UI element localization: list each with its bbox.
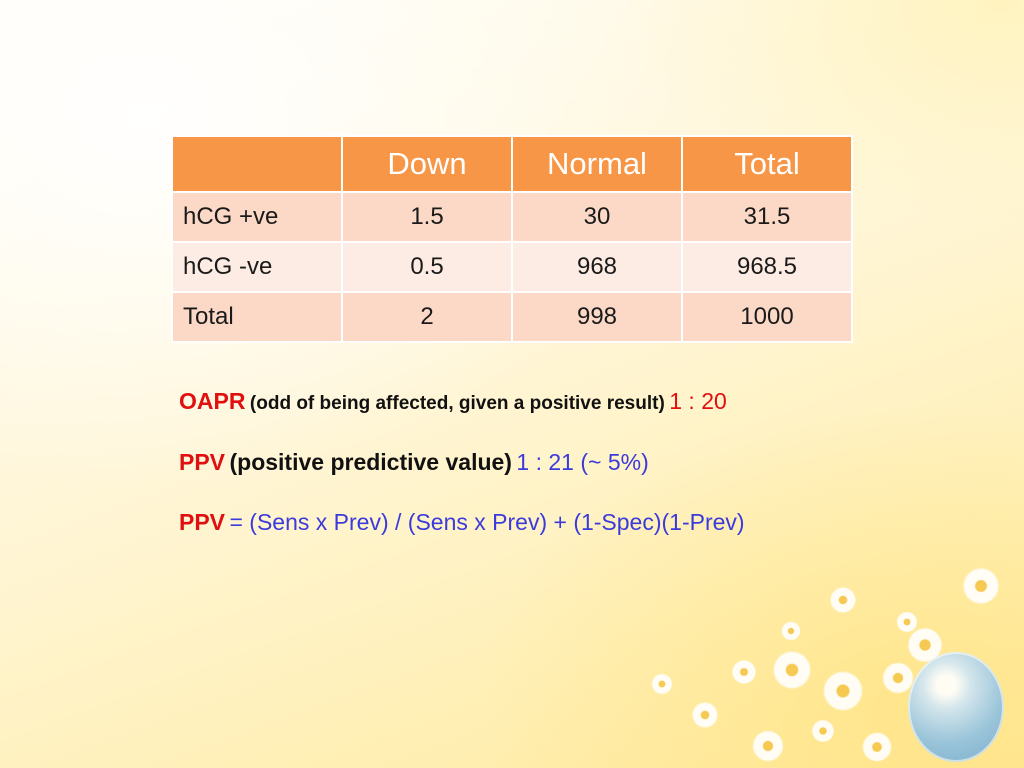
table-row: hCG -ve 0.5 968 968.5	[171, 241, 853, 293]
cell-down: 0.5	[341, 241, 513, 293]
cell-total: 968.5	[681, 241, 853, 293]
header-cell-normal: Normal	[511, 135, 683, 193]
oapr-key: OAPR	[179, 388, 246, 414]
cell-normal: 998	[511, 291, 683, 343]
cell-total: 31.5	[681, 191, 853, 243]
ppv-formula-expression: = (Sens x Prev) / (Sens x Prev) + (1-Spe…	[229, 509, 745, 535]
header-cell-total: Total	[681, 135, 853, 193]
row-label: hCG -ve	[171, 241, 343, 293]
row-label: Total	[171, 291, 343, 343]
cell-normal: 968	[511, 241, 683, 293]
cell-total: 1000	[681, 291, 853, 343]
ppv-formula-line: PPV = (Sens x Prev) / (Sens x Prev) + (1…	[179, 509, 745, 536]
oapr-line: OAPR (odd of being affected, given a pos…	[179, 388, 727, 415]
header-cell-down: Down	[341, 135, 513, 193]
ppv-line: PPV (positive predictive value) 1 : 21 (…	[179, 449, 649, 476]
table-header-row: Down Normal Total	[171, 135, 853, 193]
table-row: Total 2 998 1000	[171, 291, 853, 343]
ppv-description: (positive predictive value)	[229, 449, 512, 475]
header-cell-corner	[171, 135, 343, 193]
cell-down: 2	[341, 291, 513, 343]
contingency-table: Down Normal Total hCG +ve 1.5 30 31.5 hC…	[171, 135, 853, 343]
cell-down: 1.5	[341, 191, 513, 243]
table-row: hCG +ve 1.5 30 31.5	[171, 191, 853, 243]
oapr-value: 1 : 20	[669, 388, 727, 414]
ppv-formula-key: PPV	[179, 509, 226, 535]
cell-normal: 30	[511, 191, 683, 243]
ppv-key: PPV	[179, 449, 226, 475]
row-label: hCG +ve	[171, 191, 343, 243]
oapr-description: (odd of being affected, given a positive…	[249, 393, 665, 414]
ppv-value: 1 : 21 (~ 5%)	[516, 449, 649, 475]
bubble-decoration	[908, 652, 1004, 762]
